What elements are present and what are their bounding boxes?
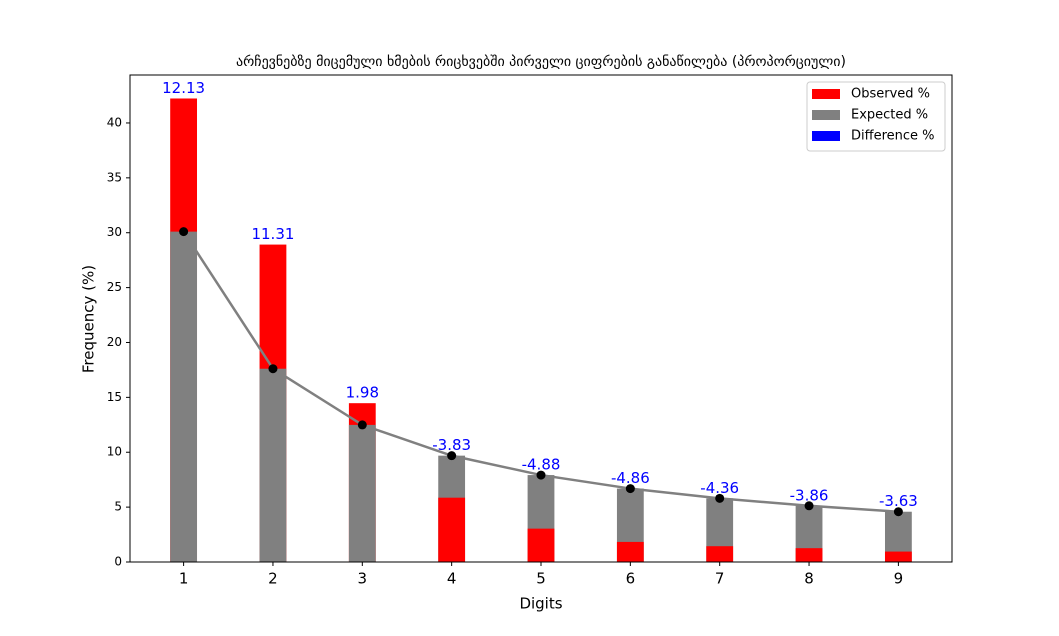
expected-point <box>357 420 367 430</box>
expected-point <box>893 507 903 517</box>
x-tick-label: 5 <box>536 570 546 588</box>
expected-point <box>625 484 635 494</box>
legend-label: Observed % <box>851 87 930 102</box>
y-tick-label: 0 <box>114 555 122 569</box>
data-label: -4.86 <box>611 469 650 487</box>
expected-point <box>447 451 457 461</box>
data-label: 12.13 <box>162 79 205 97</box>
bar <box>706 546 734 562</box>
data-label: -4.88 <box>522 456 561 474</box>
x-tick-label: 7 <box>715 570 725 588</box>
bar <box>884 551 912 562</box>
data-label: -3.86 <box>790 486 829 504</box>
y-tick-label: 25 <box>107 280 122 294</box>
expected-point <box>179 227 189 237</box>
y-tick-label: 30 <box>107 225 122 239</box>
legend-label: Expected % <box>851 108 928 123</box>
y-tick-label: 15 <box>107 390 122 404</box>
y-tick-label: 5 <box>114 500 122 514</box>
y-tick-label: 20 <box>107 335 122 349</box>
data-label: -3.83 <box>432 436 471 454</box>
expected-point <box>536 470 546 480</box>
y-tick-label: 40 <box>107 115 122 129</box>
data-label: -3.63 <box>879 492 918 510</box>
bar <box>795 548 823 562</box>
legend-label: Difference % <box>851 129 935 144</box>
legend-swatch <box>812 89 840 99</box>
x-tick-label: 2 <box>268 570 278 588</box>
bar <box>348 424 376 562</box>
chart-title: არჩევნებზე მიცემული ხმების რიცხვებში პირ… <box>236 53 846 70</box>
legend-swatch <box>812 131 840 141</box>
expected-point <box>268 364 278 374</box>
legend-swatch <box>812 110 840 120</box>
legend-box <box>806 81 946 152</box>
data-label: 11.31 <box>251 225 294 243</box>
bar <box>616 541 644 562</box>
x-tick-label: 8 <box>804 570 814 588</box>
data-label: -4.36 <box>700 479 739 497</box>
bar <box>259 368 287 562</box>
expected-point <box>715 493 725 503</box>
x-tick-label: 9 <box>894 570 904 588</box>
data-label: 1.98 <box>346 384 379 402</box>
y-tick-label: 10 <box>107 445 122 459</box>
x-tick-label: 4 <box>447 570 457 588</box>
bar <box>527 528 555 562</box>
x-tick-label: 6 <box>626 570 636 588</box>
x-axis-label: Digits <box>519 595 562 613</box>
bar <box>170 231 198 563</box>
bar <box>438 497 466 562</box>
y-tick-label: 35 <box>107 170 122 184</box>
x-tick-label: 3 <box>358 570 368 588</box>
x-tick-label: 1 <box>179 570 189 588</box>
y-axis-label: Frequency (%) <box>80 265 98 373</box>
expected-point <box>804 501 814 511</box>
